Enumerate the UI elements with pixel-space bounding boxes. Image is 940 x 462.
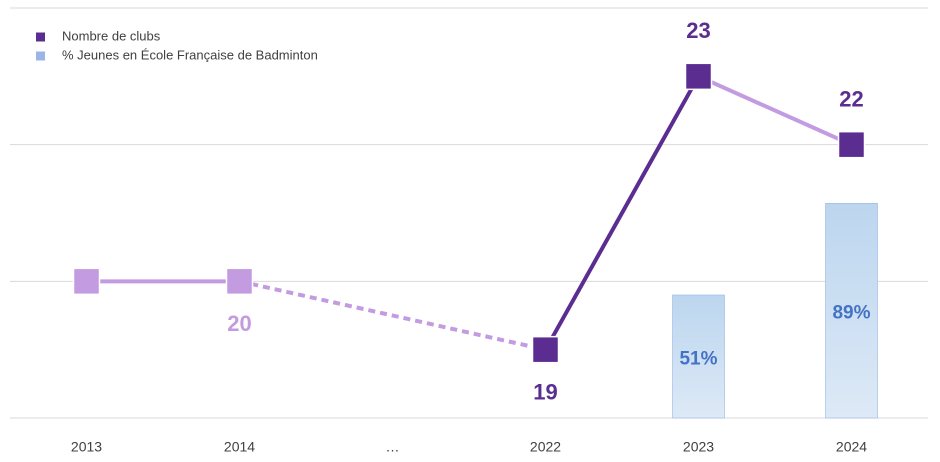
marker xyxy=(72,267,101,296)
data-label: 19 xyxy=(533,379,557,404)
legend-label: Nombre de clubs xyxy=(62,28,161,43)
x-tick-label: 2024 xyxy=(836,439,867,455)
bar xyxy=(825,203,878,419)
legend-swatch xyxy=(36,51,45,61)
x-tick-label: 2014 xyxy=(224,439,255,455)
x-tick-label: 2023 xyxy=(683,439,714,455)
data-label: 22 xyxy=(839,86,863,111)
marker xyxy=(225,267,254,296)
x-tick-label: 2022 xyxy=(530,439,561,455)
line-segment xyxy=(697,74,853,147)
line-segment xyxy=(239,279,546,352)
data-label: 89% xyxy=(832,303,870,324)
line-segment xyxy=(543,75,701,351)
legend-swatch xyxy=(36,32,45,42)
data-label: 20 xyxy=(227,311,251,336)
data-label: 23 xyxy=(686,18,710,43)
marker xyxy=(531,335,560,364)
bar xyxy=(672,294,725,419)
x-tick-label: 2013 xyxy=(71,439,102,455)
data-label: 51% xyxy=(679,349,717,370)
marker xyxy=(837,130,866,159)
legend-label: % Jeunes en École Française de Badminton xyxy=(62,47,318,62)
marker xyxy=(684,62,713,91)
x-tick-label: … xyxy=(386,439,400,455)
